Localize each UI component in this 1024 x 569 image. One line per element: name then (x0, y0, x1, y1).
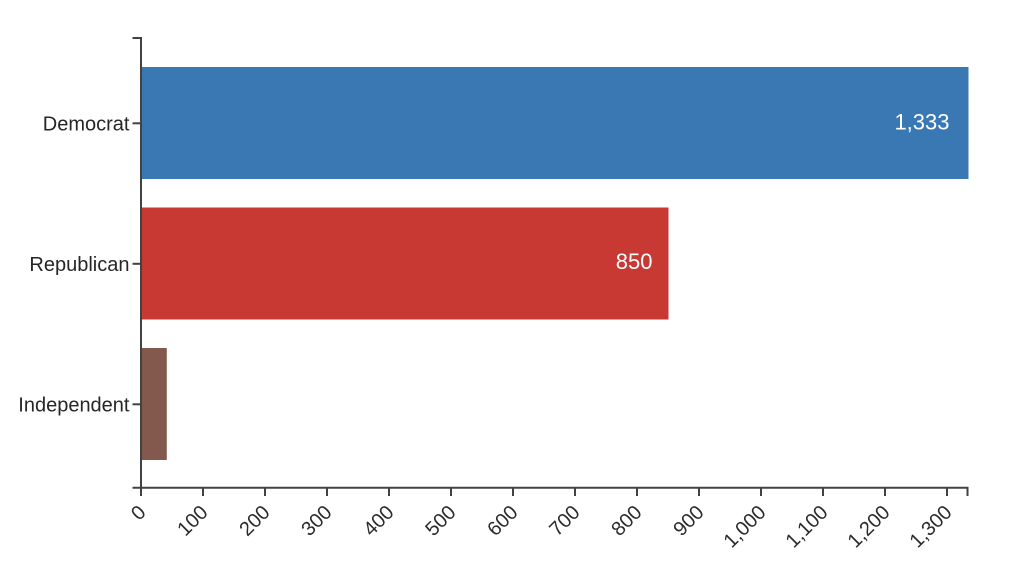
svg-text:1,333: 1,333 (894, 110, 949, 135)
svg-text:Democrat: Democrat (43, 114, 130, 136)
svg-text:850: 850 (616, 249, 653, 274)
svg-text:Republican: Republican (29, 254, 129, 276)
svg-text:Independent: Independent (18, 395, 130, 417)
